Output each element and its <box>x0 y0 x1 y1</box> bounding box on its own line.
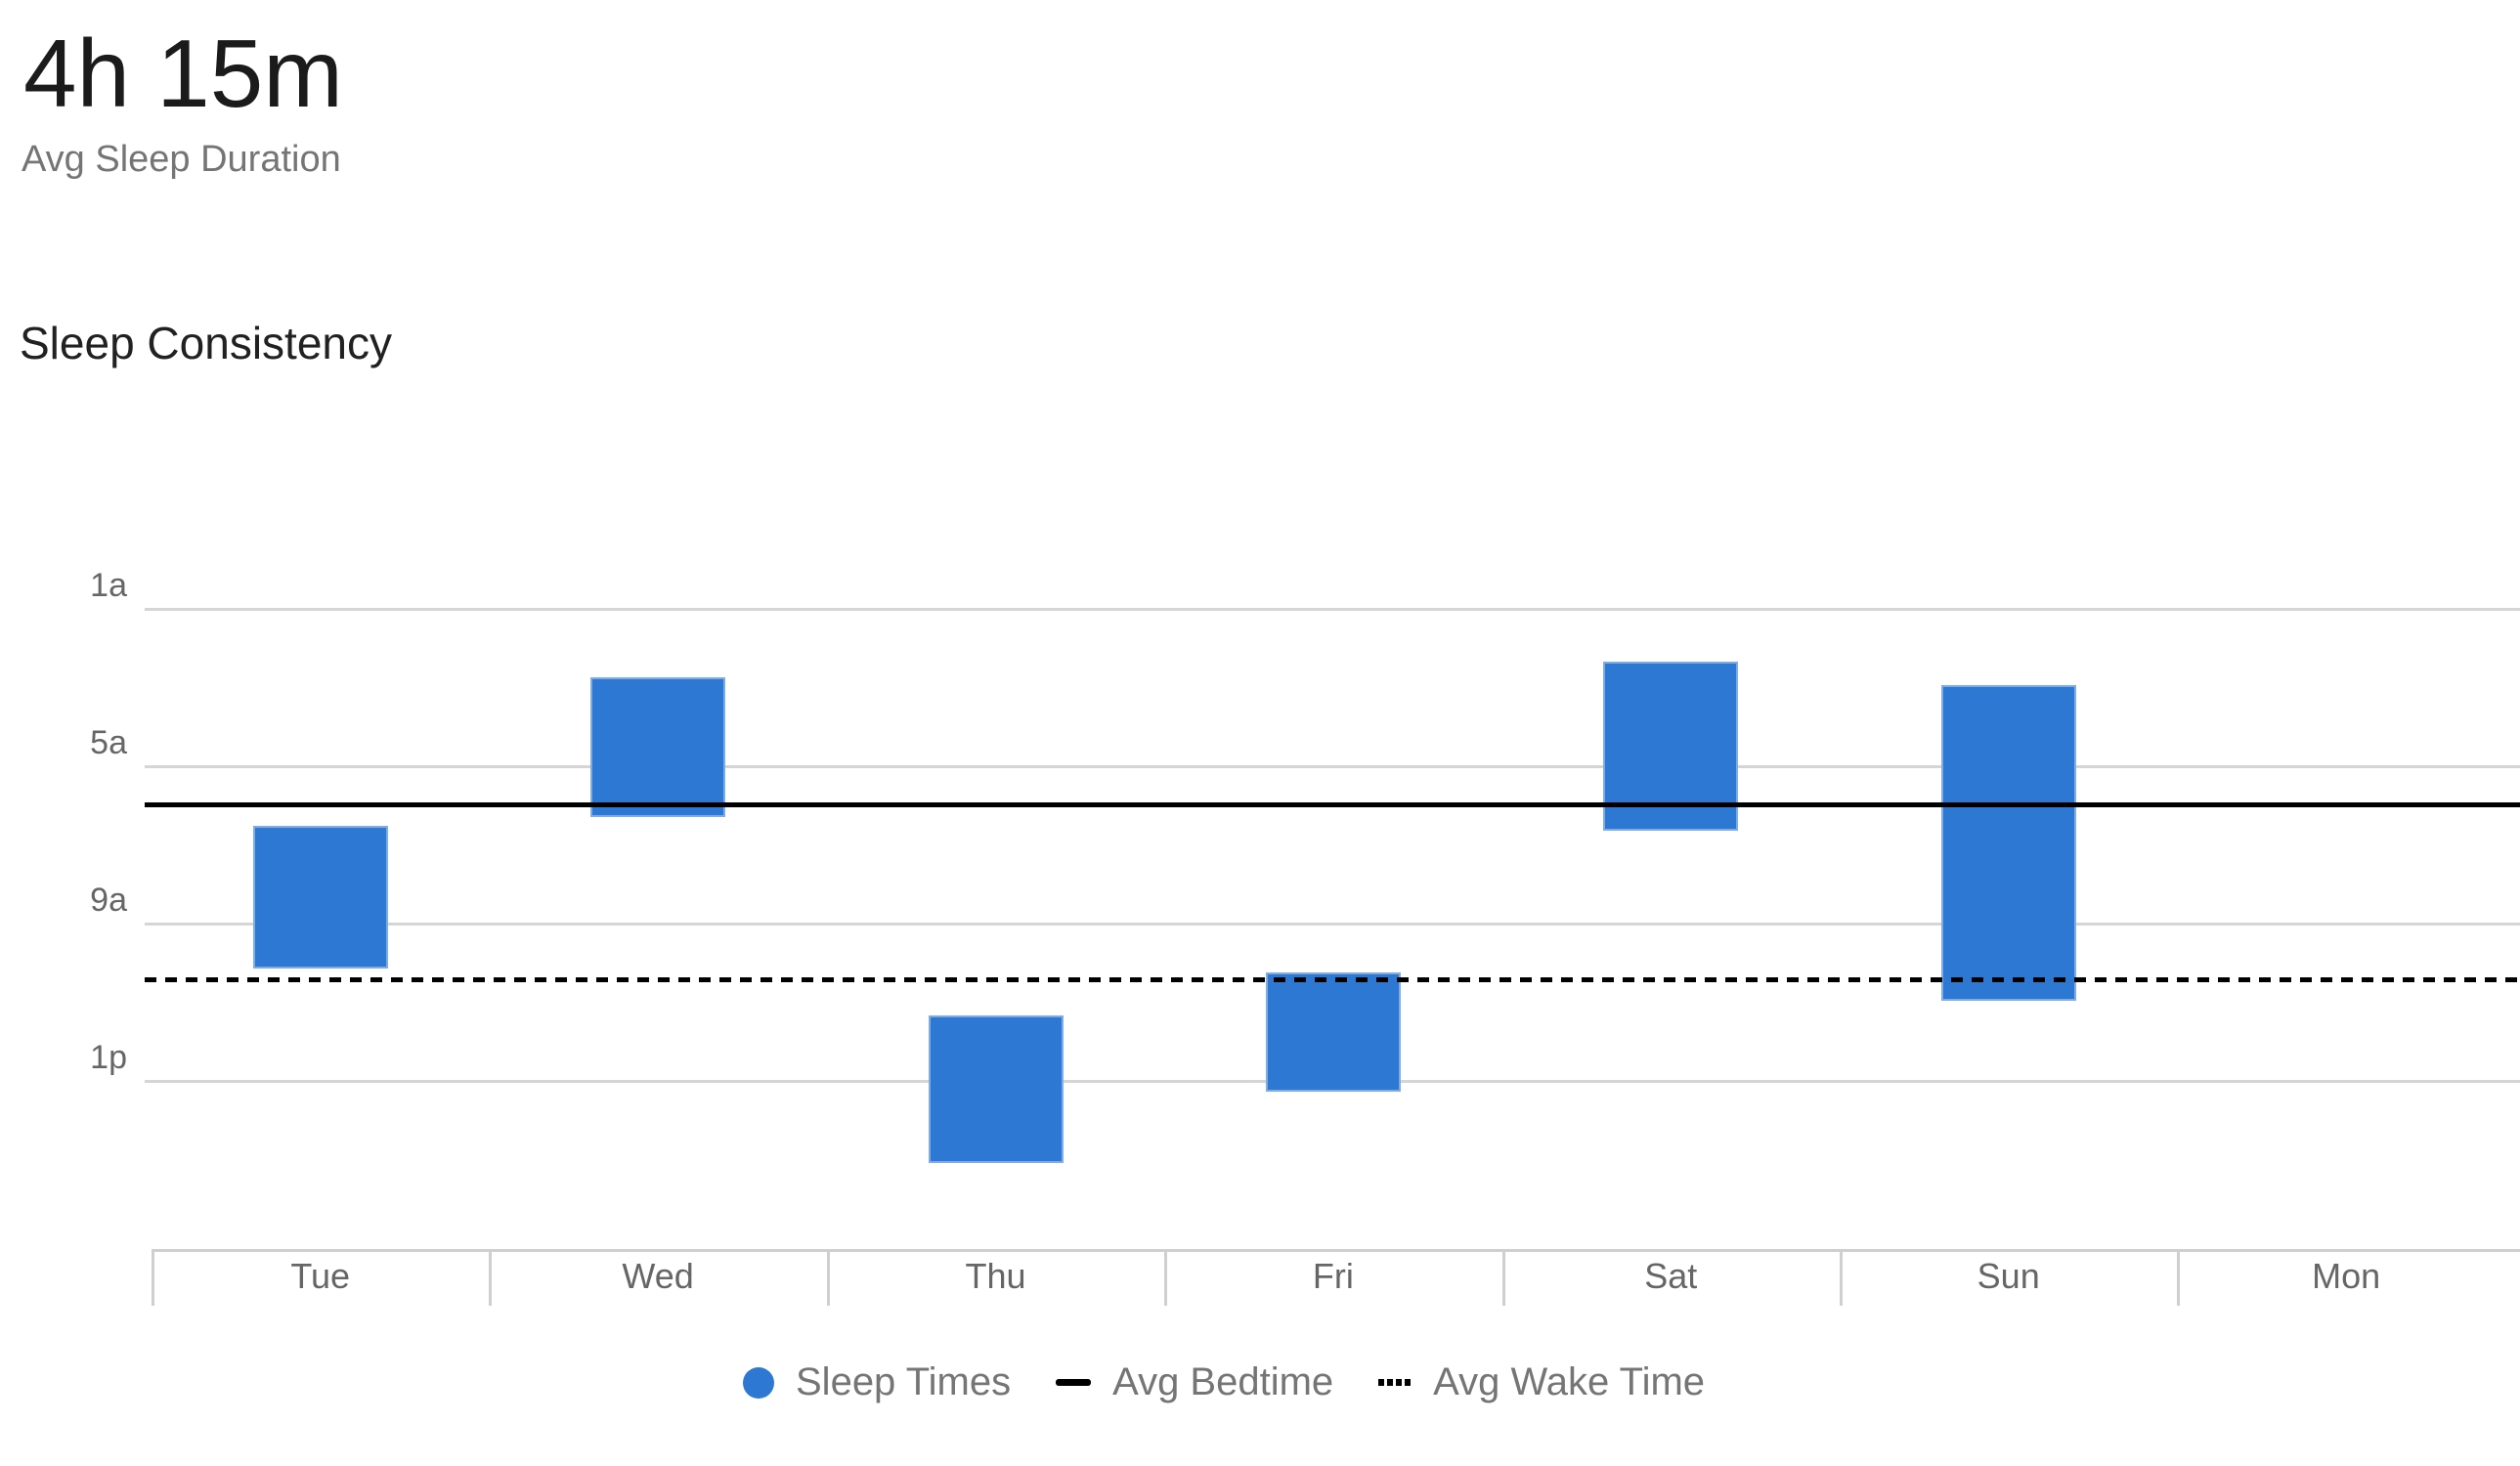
x-axis-tick <box>489 1249 493 1306</box>
sleep-bar-sat[interactable] <box>1603 662 1739 831</box>
y-axis-label: 5a <box>90 724 127 761</box>
y-grid-line <box>145 765 2520 768</box>
x-axis-tick <box>1501 1249 1505 1306</box>
x-axis-label-wed: Wed <box>622 1256 694 1296</box>
avg-wake-dotted-line-icon <box>1378 1379 1412 1386</box>
x-axis-tick <box>2177 1249 2181 1306</box>
x-axis-tick <box>1164 1249 1168 1306</box>
sleep-bar-wed[interactable] <box>590 676 726 818</box>
y-grid-line <box>145 608 2520 611</box>
x-axis-line <box>152 1249 2520 1252</box>
x-axis-tick <box>1840 1249 1843 1306</box>
avg-wake-time-line <box>145 976 2520 982</box>
y-axis-label: 9a <box>90 882 127 919</box>
y-grid-line <box>145 923 2520 926</box>
legend-item-label: Avg Bedtime <box>1112 1360 1334 1403</box>
sleep-bar-thu[interactable] <box>928 1014 1064 1163</box>
avg-sleep-duration-value: 4h 15m <box>23 20 343 127</box>
legend-item-label: Sleep Times <box>796 1360 1012 1403</box>
sleep-bar-sun[interactable] <box>1940 684 2076 1002</box>
legend-item-label: Avg Wake Time <box>1433 1360 1706 1403</box>
avg-bedtime-line <box>145 802 2520 808</box>
x-axis-label-thu: Thu <box>965 1256 1026 1296</box>
legend-item-sleep-times[interactable]: Sleep Times <box>743 1360 1011 1404</box>
x-axis-label-sun: Sun <box>1977 1256 2040 1296</box>
legend-item-avg-bedtime[interactable]: Avg Bedtime <box>1056 1360 1333 1404</box>
chart-legend: Sleep Times Avg Bedtime Avg Wake Time <box>743 1360 1705 1404</box>
avg-sleep-duration-label: Avg Sleep Duration <box>22 139 341 180</box>
y-axis-label: 1a <box>90 567 127 604</box>
legend-item-avg-wake-time[interactable]: Avg Wake Time <box>1378 1360 1705 1404</box>
x-axis-label-sat: Sat <box>1644 1256 1698 1296</box>
sleep-bar-tue[interactable] <box>252 825 388 970</box>
sleep-bar-fri[interactable] <box>1265 972 1401 1093</box>
sleep-times-dot-icon <box>743 1366 774 1399</box>
x-axis-label-mon: Mon <box>2312 1256 2381 1296</box>
x-axis-tick <box>826 1249 830 1306</box>
avg-bedtime-solid-line-icon <box>1056 1379 1092 1386</box>
x-axis-tick <box>152 1249 154 1306</box>
x-axis-label-tue: Tue <box>290 1256 351 1296</box>
chart-title: Sleep Consistency <box>20 318 392 368</box>
x-axis-label-fri: Fri <box>1312 1256 1354 1296</box>
y-axis-label: 1p <box>90 1039 127 1076</box>
